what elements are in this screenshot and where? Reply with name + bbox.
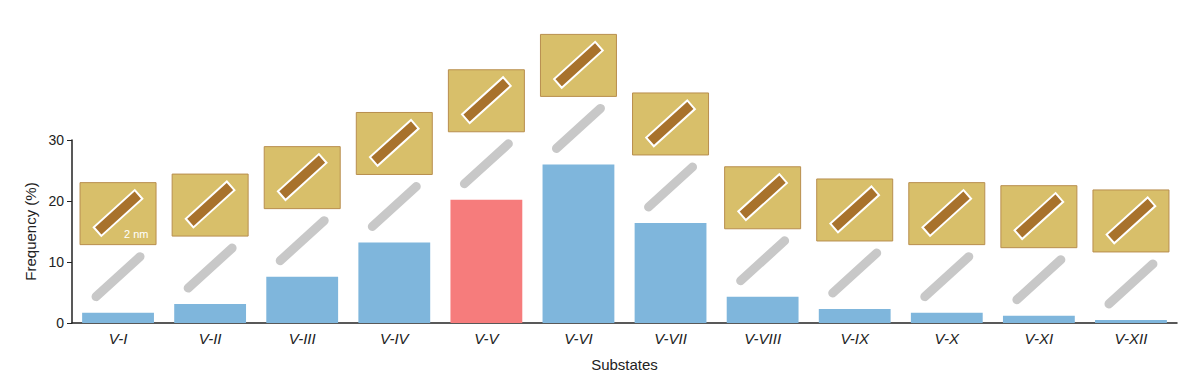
svg-text:0: 0 [56,315,64,331]
svg-text:V-VI: V-VI [564,330,593,347]
svg-text:Substates: Substates [591,356,658,373]
svg-text:V-XII: V-XII [1115,330,1148,347]
svg-text:Frequency (%): Frequency (%) [22,182,39,280]
svg-text:V-VIII: V-VIII [744,330,781,347]
svg-text:2 nm: 2 nm [124,228,148,240]
svg-text:V-X: V-X [935,330,960,347]
svg-text:V-III: V-III [289,330,316,347]
svg-text:V-II: V-II [199,330,222,347]
svg-text:30: 30 [48,132,64,148]
svg-text:V-I: V-I [109,330,128,347]
svg-text:V-IX: V-IX [840,330,870,347]
svg-text:10: 10 [48,254,64,270]
svg-text:V-V: V-V [474,330,500,347]
svg-text:V-IV: V-IV [380,330,411,347]
svg-text:V-VII: V-VII [654,330,687,347]
svg-text:V-XI: V-XI [1025,330,1054,347]
svg-text:20: 20 [48,193,64,209]
